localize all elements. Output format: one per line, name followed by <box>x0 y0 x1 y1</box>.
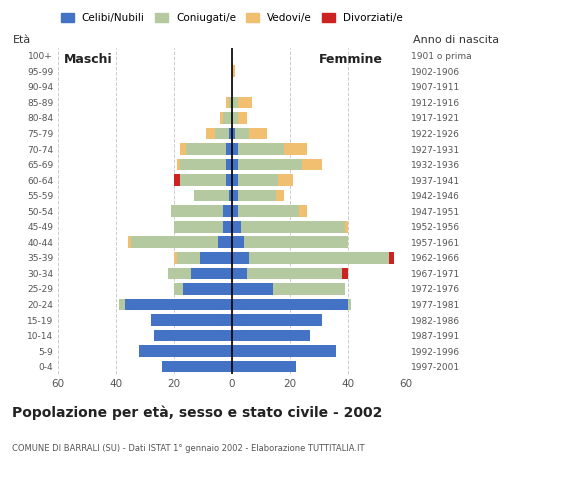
Bar <box>171 205 223 217</box>
Bar <box>151 314 232 326</box>
Bar <box>302 159 322 170</box>
Text: Maschi: Maschi <box>64 53 113 66</box>
Bar <box>238 143 284 155</box>
Bar <box>232 267 246 279</box>
Bar <box>226 174 232 186</box>
Bar <box>232 330 310 341</box>
Bar <box>299 205 307 217</box>
Bar <box>348 299 351 310</box>
Bar <box>238 159 302 170</box>
Bar <box>180 159 226 170</box>
Bar <box>232 190 238 202</box>
Bar <box>174 174 180 186</box>
Bar <box>238 190 276 202</box>
Bar <box>232 128 235 139</box>
Bar <box>229 190 232 202</box>
Bar <box>186 143 226 155</box>
Bar <box>232 361 296 372</box>
Bar <box>273 283 345 295</box>
Bar <box>130 237 218 248</box>
Bar <box>238 112 246 124</box>
Text: Anno di nascita: Anno di nascita <box>413 35 499 45</box>
Bar <box>229 96 232 108</box>
Bar <box>244 237 348 248</box>
Bar <box>276 190 284 202</box>
Bar <box>218 237 232 248</box>
Bar <box>232 299 348 310</box>
Bar <box>223 205 232 217</box>
Bar <box>232 237 244 248</box>
Bar <box>232 65 235 77</box>
Bar <box>180 174 226 186</box>
Text: Femmine: Femmine <box>319 53 383 66</box>
Bar <box>226 143 232 155</box>
Bar <box>284 143 307 155</box>
Bar <box>232 205 238 217</box>
Bar <box>342 267 348 279</box>
Bar <box>232 159 238 170</box>
Bar <box>139 345 232 357</box>
Bar <box>220 112 223 124</box>
Bar <box>215 128 229 139</box>
Bar <box>223 112 232 124</box>
Bar <box>154 330 232 341</box>
Bar <box>249 252 389 264</box>
Bar <box>249 128 267 139</box>
Bar <box>232 143 238 155</box>
Bar <box>119 299 125 310</box>
Bar <box>232 174 238 186</box>
Bar <box>162 361 232 372</box>
Bar <box>174 221 223 233</box>
Bar <box>241 221 345 233</box>
Bar <box>200 252 232 264</box>
Bar <box>389 252 394 264</box>
Text: Popolazione per età, sesso e stato civile - 2002: Popolazione per età, sesso e stato civil… <box>12 406 382 420</box>
Bar <box>345 221 348 233</box>
Bar <box>278 174 293 186</box>
Bar <box>238 96 252 108</box>
Bar <box>191 267 232 279</box>
Text: Età: Età <box>13 35 31 45</box>
Text: COMUNE DI BARRALI (SU) - Dati ISTAT 1° gennaio 2002 - Elaborazione TUTTITALIA.IT: COMUNE DI BARRALI (SU) - Dati ISTAT 1° g… <box>12 444 364 453</box>
Bar <box>177 159 180 170</box>
Bar <box>128 237 130 248</box>
Bar <box>232 221 241 233</box>
Bar <box>246 267 342 279</box>
Bar <box>174 283 183 295</box>
Bar <box>223 221 232 233</box>
Bar <box>238 205 299 217</box>
Bar <box>235 128 249 139</box>
Bar <box>177 252 200 264</box>
Bar <box>125 299 232 310</box>
Bar <box>194 190 229 202</box>
Bar <box>206 128 215 139</box>
Bar <box>174 252 177 264</box>
Bar <box>232 96 238 108</box>
Bar <box>232 252 249 264</box>
Bar <box>183 283 232 295</box>
Bar <box>232 283 273 295</box>
Bar <box>226 159 232 170</box>
Bar <box>226 96 229 108</box>
Bar <box>180 143 186 155</box>
Bar <box>229 128 232 139</box>
Bar <box>238 174 278 186</box>
Bar <box>232 112 238 124</box>
Bar <box>168 267 191 279</box>
Legend: Celibi/Nubili, Coniugati/e, Vedovi/e, Divorziati/e: Celibi/Nubili, Coniugati/e, Vedovi/e, Di… <box>57 9 407 27</box>
Bar <box>232 345 336 357</box>
Bar <box>232 314 322 326</box>
